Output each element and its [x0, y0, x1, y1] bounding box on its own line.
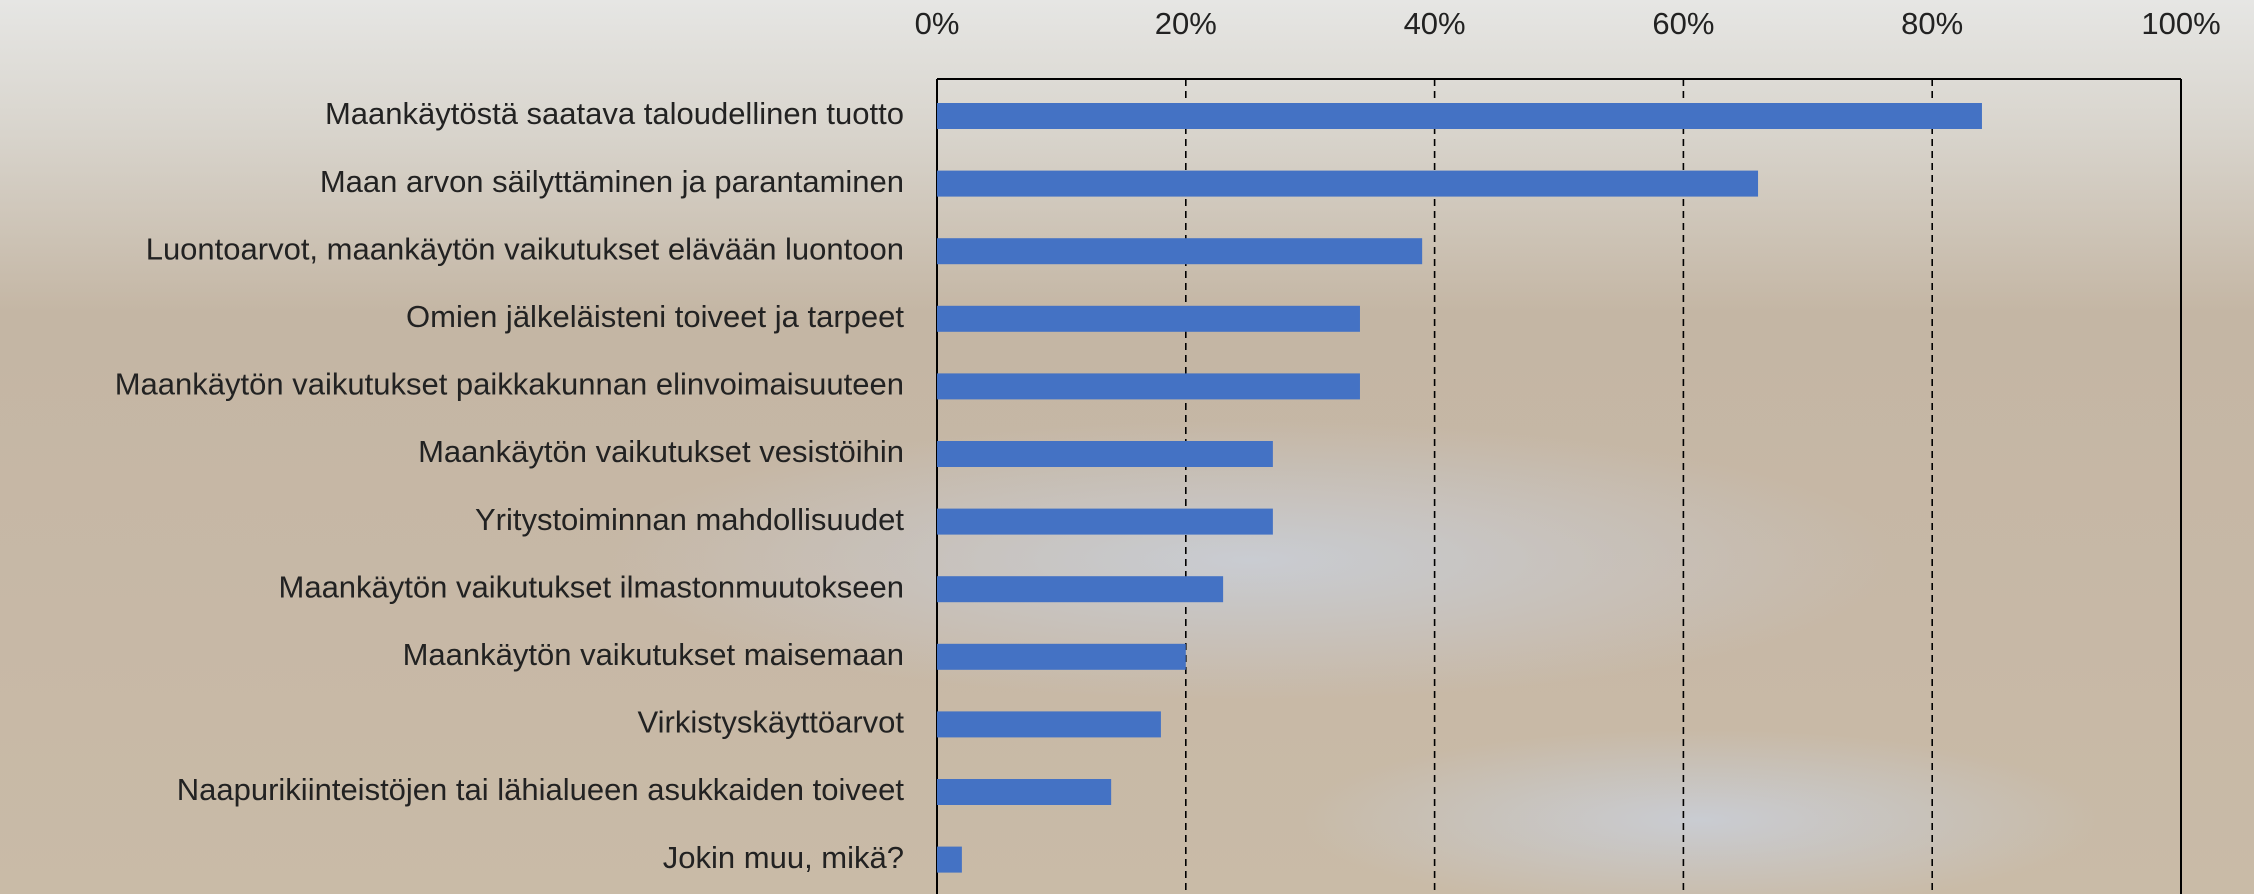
x-tick-label: 80%	[1901, 6, 1963, 41]
plot-area: 0% 20% 40% 60% 80% 100% Maankäytöstä saatava t…	[115, 6, 2221, 894]
y-tick-label: Maankäytöstä saatava taloudellinen tuott…	[325, 96, 904, 131]
y-tick-label: Maan arvon säilyttäminen ja parantaminen	[320, 164, 904, 199]
y-tick-label: Omien jälkeläisteni toiveet ja tarpeet	[406, 299, 904, 334]
x-tick-label: 100%	[2141, 6, 2220, 41]
x-tick-label: 60%	[1652, 6, 1714, 41]
y-tick-label: Virkistyskäyttöarvot	[638, 705, 905, 740]
y-tick-label: Maankäytön vaikutukset paikkakunnan elin…	[115, 367, 904, 402]
bar	[937, 643, 1186, 670]
bar	[937, 170, 1759, 197]
bar	[937, 305, 1360, 332]
x-tick-label: 20%	[1155, 6, 1217, 41]
bar	[937, 508, 1273, 535]
bar	[937, 373, 1360, 400]
y-tick-label: Maankäytön vaikutukset ilmastonmuutoksee…	[279, 569, 905, 604]
bar	[937, 779, 1112, 805]
bar	[937, 103, 1982, 129]
y-tick-label: Luontoarvot, maankäytön vaikutukset eläv…	[146, 231, 904, 266]
bar	[937, 846, 962, 873]
bar	[937, 576, 1224, 603]
y-tick-label: Jokin muu, mikä?	[663, 840, 904, 875]
y-tick-label: Naapurikiinteistöjen tai lähialueen asuk…	[177, 772, 905, 807]
x-tick-label: 0%	[915, 6, 960, 41]
y-tick-label: Maankäytön vaikutukset maisemaan	[403, 637, 904, 672]
bar	[937, 238, 1423, 265]
y-tick-label: Yritystoiminnan mahdollisuudet	[475, 502, 904, 537]
x-tick-label: 40%	[1404, 6, 1466, 41]
bar	[937, 711, 1161, 738]
background-water	[600, 420, 1900, 700]
bar	[937, 441, 1273, 467]
background-water	[1300, 730, 2100, 894]
y-tick-label: Maankäytön vaikutukset vesistöihin	[418, 434, 904, 469]
